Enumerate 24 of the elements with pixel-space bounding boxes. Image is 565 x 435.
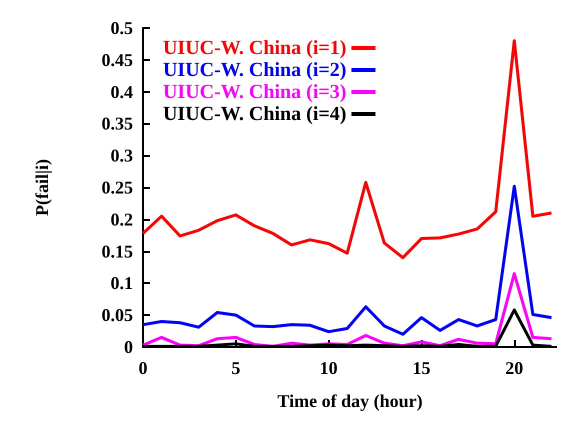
y-tick-label: 0.15 [102, 241, 133, 262]
y-tick-label: 0.5 [110, 18, 133, 38]
y-tick-label: 0.3 [110, 146, 133, 166]
x-axis-title: Time of day (hour) [277, 391, 423, 411]
legend-label: UIUC-W. China (i=3) [162, 81, 346, 103]
y-tick-label: 0.1 [110, 273, 133, 294]
legend-label: UIUC-W. China (i=2) [162, 59, 346, 81]
line-series [142, 184, 553, 336]
x-tick-label: 5 [231, 358, 240, 378]
legend-label: UIUC-W. China (i=4) [162, 103, 346, 125]
y-tick-label: 0.05 [102, 305, 133, 326]
y-tick-label: 0.35 [102, 114, 133, 134]
x-tick-label: 0 [138, 358, 148, 378]
y-tick-label: 0.25 [102, 178, 133, 198]
y-tick-label: 0.4 [110, 82, 133, 102]
x-tick-label: 10 [320, 358, 338, 378]
x-tick-label: 15 [412, 358, 430, 378]
x-tick-label: 20 [505, 358, 524, 378]
y-tick-label: 0 [124, 337, 133, 357]
y-axis-title: P(fail|i) [32, 159, 52, 216]
legend-label: UIUC-W. China (i=1) [162, 37, 346, 59]
y-tick-label: 0.2 [110, 209, 133, 230]
y-tick-label: 0.45 [102, 50, 133, 70]
line-series [142, 39, 553, 260]
